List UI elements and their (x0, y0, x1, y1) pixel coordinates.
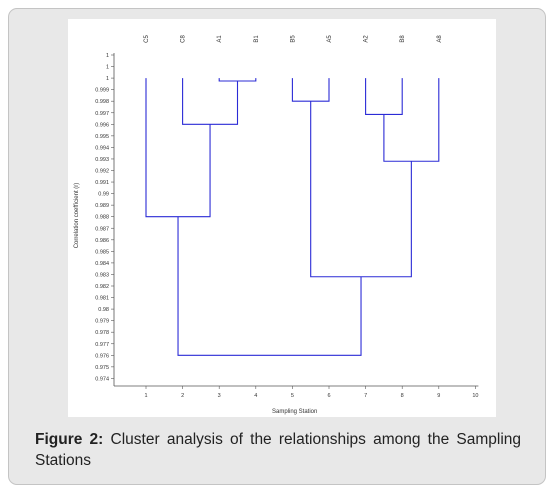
y-tick-label: 0.991 (95, 180, 109, 186)
dendrogram-link (310, 101, 412, 278)
x-tick-label: 4 (254, 393, 257, 399)
y-tick-label: 1 (106, 65, 109, 71)
y-tick-label: 0.98 (98, 307, 109, 313)
y-tick-label: 0.974 (95, 376, 109, 382)
caption-label: Figure 2: (35, 431, 104, 448)
dendrogram-link (182, 78, 239, 125)
y-tick-label: 0.977 (95, 342, 109, 348)
x-tick-label: 5 (291, 393, 294, 399)
leaf-label: B5 (290, 35, 296, 43)
leaf-label: C5 (144, 35, 150, 43)
y-tick-label: 0.996 (95, 122, 109, 128)
x-tick-label: 7 (364, 393, 367, 399)
y-tick-label: 0.981 (95, 296, 109, 302)
y-tick-label: 0.997 (95, 111, 109, 117)
y-tick-label: 1 (106, 76, 109, 82)
dendrogram-chart: 1 1 1 0.999 0.998 0.997 0.996 0.995 0.994 0.993 0.… (68, 19, 496, 417)
y-tick-label: 0.988 (95, 215, 109, 221)
y-tick-label: 0.998 (95, 99, 109, 105)
y-axis-label: Correlation coefficient (r) (74, 183, 80, 249)
dendrogram-link (383, 78, 440, 162)
x-tick-label: 9 (437, 393, 440, 399)
y-tick-label: 0.985 (95, 249, 109, 255)
y-tick-label: 0.987 (95, 226, 109, 232)
y-tick-label: 0.99 (98, 192, 109, 198)
x-tick-label: 2 (181, 393, 184, 399)
x-axis-label: Sampling Station (272, 409, 317, 415)
caption-text: Cluster analysis of the relationships am… (35, 431, 522, 469)
y-tick-label: 0.999 (95, 88, 109, 94)
leaf-label: B8 (400, 35, 406, 43)
y-tick-label: 0.983 (95, 272, 109, 278)
y-tick-label: 0.986 (95, 238, 109, 244)
y-tick-label: 0.978 (95, 330, 109, 336)
x-tick-label: 8 (401, 393, 404, 399)
y-tick-label: 0.992 (95, 169, 109, 175)
y-tick-label: 0.984 (95, 261, 109, 267)
x-tick-label: 1 (144, 393, 147, 399)
x-tick-label: 6 (327, 393, 330, 399)
y-tick-label: 0.976 (95, 353, 109, 359)
y-tick-label: 0.993 (95, 157, 109, 163)
dendrogram-link (218, 78, 257, 82)
y-tick-label: 0.995 (95, 134, 109, 140)
dendrogram-svg: 1110.9990.9980.9970.9960.9950.9940.9930.… (74, 35, 478, 415)
x-tick-label: 10 (472, 393, 478, 399)
x-tick-label: 3 (218, 393, 221, 399)
leaf-label: C8 (181, 35, 187, 43)
y-tick-label: 1 (106, 53, 109, 59)
figure-caption: Figure 2: Cluster analysis of the relati… (35, 429, 521, 471)
dendrogram-link (291, 78, 330, 102)
dendrogram-link (145, 78, 211, 218)
leaf-label: A1 (217, 35, 223, 43)
dendrogram-link (177, 216, 362, 356)
figure-panel: 1 1 1 0.999 0.998 0.997 0.996 0.995 0.994 0.993 0.… (8, 8, 546, 485)
y-tick-label: 0.994 (95, 145, 109, 151)
leaf-label: A2 (364, 35, 370, 43)
y-tick-label: 0.989 (95, 203, 109, 209)
dendrogram-link (365, 78, 403, 116)
y-tick-label: 0.979 (95, 319, 109, 325)
leaf-label: A8 (437, 35, 443, 43)
leaf-label: A5 (327, 35, 333, 43)
y-tick-label: 0.982 (95, 284, 109, 290)
leaf-label: B1 (254, 35, 260, 43)
y-tick-label: 0.975 (95, 365, 109, 371)
